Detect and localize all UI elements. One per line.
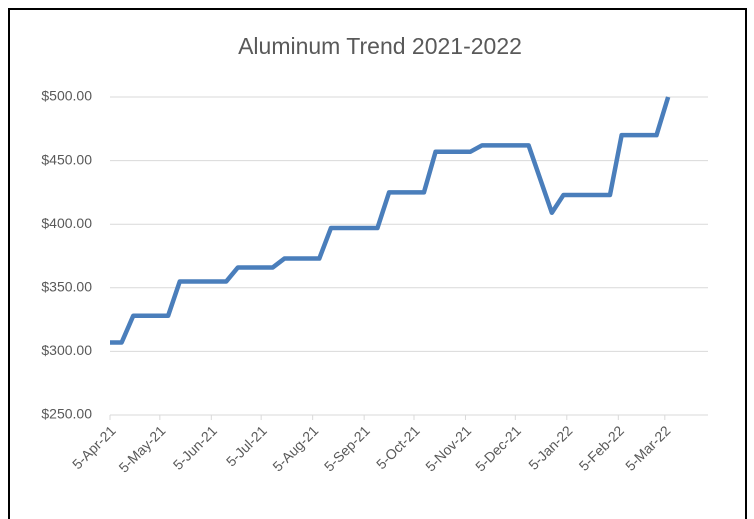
chart-frame xyxy=(8,8,747,519)
y-tick-label: $500.00 xyxy=(41,88,92,104)
y-tick-label: $250.00 xyxy=(41,406,92,422)
data-line xyxy=(110,96,671,345)
y-tick-label: $350.00 xyxy=(41,279,92,295)
y-tick-label: $400.00 xyxy=(41,215,92,231)
chart-title: Aluminum Trend 2021-2022 xyxy=(238,33,522,59)
y-tick-label: $300.00 xyxy=(41,342,92,358)
y-tick-label: $450.00 xyxy=(41,151,92,167)
